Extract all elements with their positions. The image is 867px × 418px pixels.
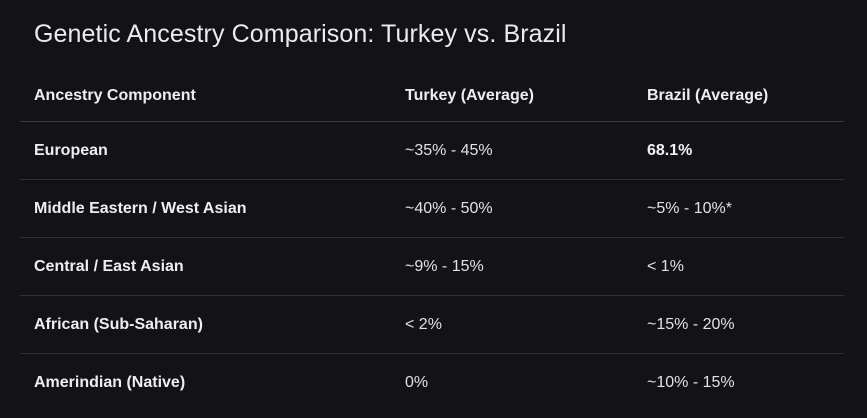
table-row: Middle Eastern / West Asian ~40% - 50% ~… [20,180,844,238]
cell-component: Middle Eastern / West Asian [34,199,247,217]
table-row: Amerindian (Native) 0% ~10% - 15% [20,354,844,412]
cell-turkey: ~35% - 45% [405,141,493,159]
cell-component: African (Sub-Saharan) [34,315,203,333]
cell-turkey: 0% [405,374,429,391]
header-ancestry-component: Ancestry Component [34,86,196,104]
table-row: African (Sub-Saharan) < 2% ~15% - 20% [20,296,844,354]
cell-turkey: < 2% [405,315,442,333]
table-row: Central / East Asian ~9% - 15% < 1% [20,238,844,296]
table-header-row: Ancestry Component Turkey (Average) Braz… [20,70,844,122]
cell-component: Amerindian (Native) [34,374,186,391]
cell-turkey: ~9% - 15% [405,257,484,275]
table-row: European ~35% - 45% 68.1% [20,122,844,180]
cell-brazil: ~10% - 15% [647,374,735,391]
header-turkey: Turkey (Average) [405,86,534,104]
cell-brazil: ~5% - 10%* [647,199,732,217]
cell-component: Central / East Asian [34,257,184,275]
header-brazil: Brazil (Average) [647,86,769,104]
page-title: Genetic Ancestry Comparison: Turkey vs. … [34,20,567,48]
cell-turkey: ~40% - 50% [405,199,493,217]
cell-brazil: < 1% [647,257,684,275]
ancestry-table: Ancestry Component Turkey (Average) Braz… [20,70,844,412]
cell-component: European [34,141,108,159]
cell-brazil: 68.1% [647,141,693,159]
cell-brazil: ~15% - 20% [647,315,735,333]
